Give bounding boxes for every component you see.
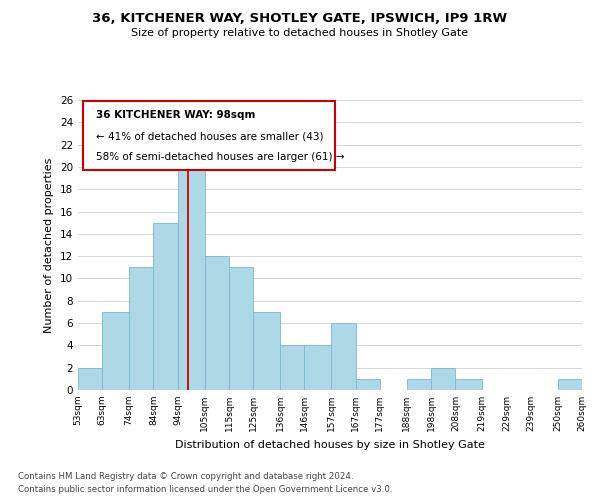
Text: Contains HM Land Registry data © Crown copyright and database right 2024.: Contains HM Land Registry data © Crown c… <box>18 472 353 481</box>
Bar <box>205 256 229 390</box>
Y-axis label: Number of detached properties: Number of detached properties <box>44 158 55 332</box>
Bar <box>253 312 280 390</box>
Bar <box>103 312 129 390</box>
Bar <box>78 368 103 390</box>
Bar <box>304 346 331 390</box>
Bar <box>356 379 380 390</box>
FancyBboxPatch shape <box>83 102 335 170</box>
Bar <box>154 222 178 390</box>
Bar <box>557 379 582 390</box>
Bar <box>280 346 304 390</box>
Text: 36, KITCHENER WAY, SHOTLEY GATE, IPSWICH, IP9 1RW: 36, KITCHENER WAY, SHOTLEY GATE, IPSWICH… <box>92 12 508 26</box>
Bar <box>129 268 154 390</box>
Text: 58% of semi-detached houses are larger (61) →: 58% of semi-detached houses are larger (… <box>95 152 344 162</box>
Bar <box>455 379 482 390</box>
X-axis label: Distribution of detached houses by size in Shotley Gate: Distribution of detached houses by size … <box>175 440 485 450</box>
Bar <box>331 323 356 390</box>
Text: 36 KITCHENER WAY: 98sqm: 36 KITCHENER WAY: 98sqm <box>95 110 255 120</box>
Bar <box>229 268 253 390</box>
Text: ← 41% of detached houses are smaller (43): ← 41% of detached houses are smaller (43… <box>95 131 323 141</box>
Bar <box>431 368 455 390</box>
Text: Contains public sector information licensed under the Open Government Licence v3: Contains public sector information licen… <box>18 484 392 494</box>
Text: Size of property relative to detached houses in Shotley Gate: Size of property relative to detached ho… <box>131 28 469 38</box>
Bar <box>178 156 205 390</box>
Bar <box>407 379 431 390</box>
